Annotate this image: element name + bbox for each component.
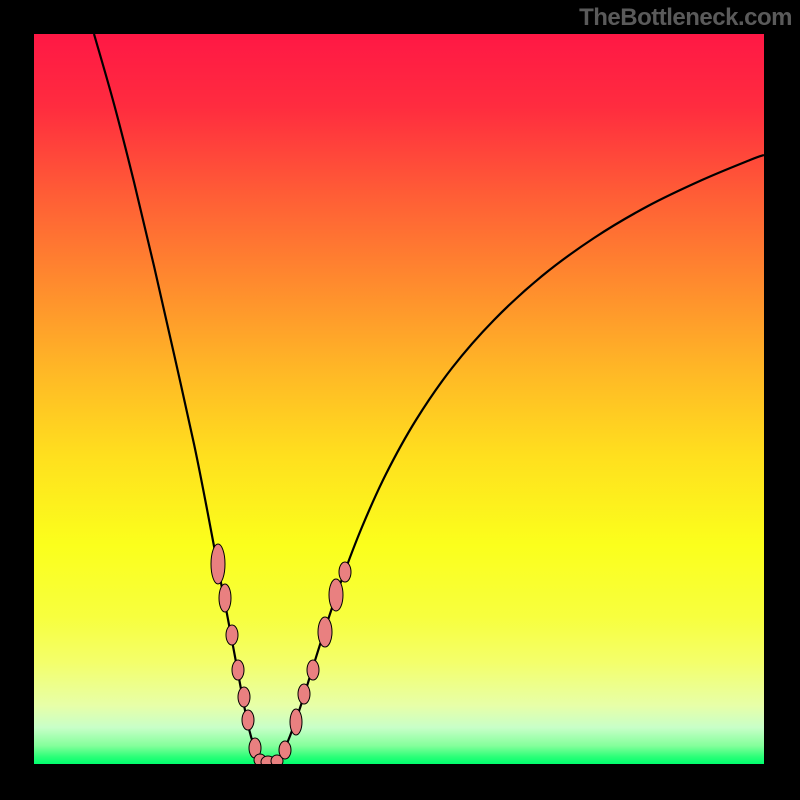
- chart-container: TheBottleneck.com: [0, 0, 800, 800]
- data-marker: [298, 684, 310, 704]
- data-marker: [232, 660, 244, 680]
- data-marker: [329, 579, 343, 611]
- data-marker: [219, 584, 231, 612]
- data-marker: [290, 709, 302, 735]
- data-marker: [339, 562, 351, 582]
- data-marker: [238, 687, 250, 707]
- data-marker: [211, 544, 225, 584]
- data-marker: [242, 710, 254, 730]
- plot-svg: [34, 34, 764, 764]
- watermark-text: TheBottleneck.com: [579, 4, 792, 32]
- data-marker: [318, 617, 332, 647]
- data-marker: [307, 660, 319, 680]
- gradient-background: [34, 34, 764, 764]
- data-marker: [226, 625, 238, 645]
- plot-area: [34, 34, 764, 764]
- data-marker: [279, 741, 291, 759]
